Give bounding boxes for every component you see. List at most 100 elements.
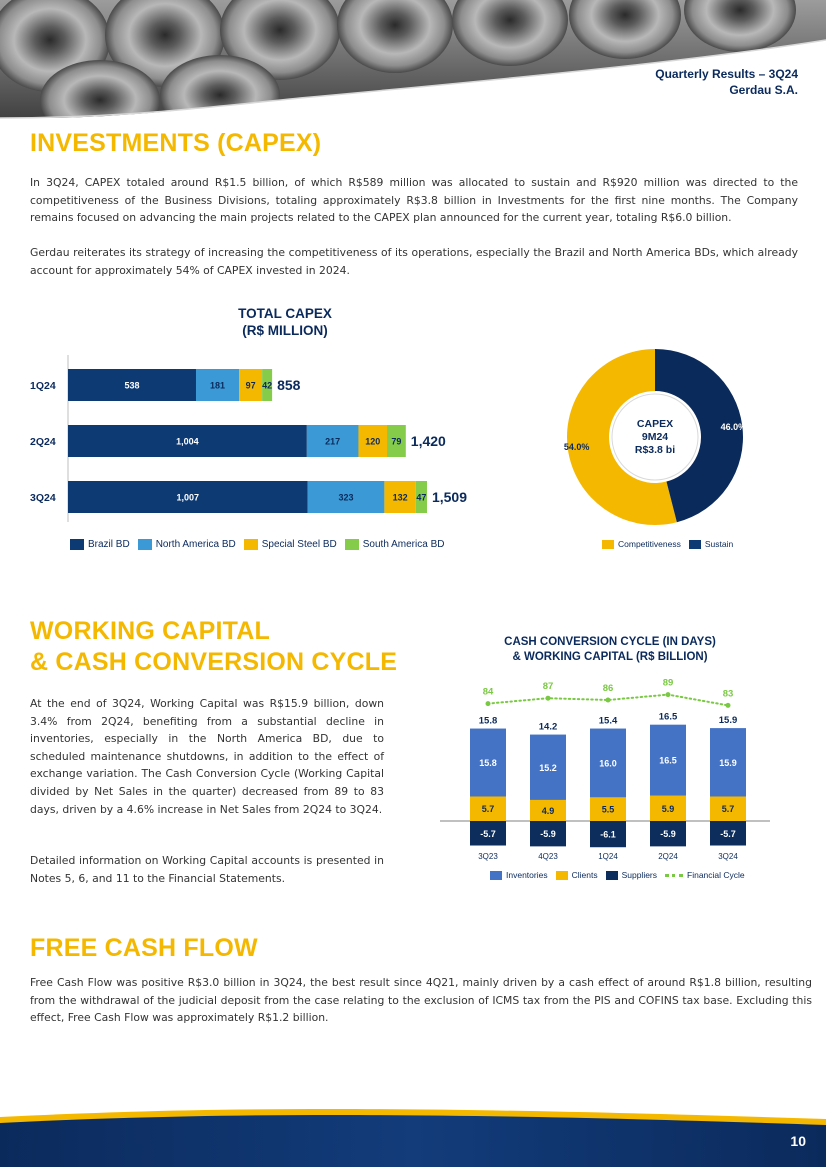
wc-total-label: 16.5 <box>659 712 678 723</box>
capex-bar-label: 97 <box>246 381 256 391</box>
working-capital-title: WORKING CAPITAL & CASH CONVERSION CYCLE <box>30 616 397 678</box>
total-capex-bar-chart: 1Q24 538 181 97 42 858 2Q24 1,004 217 120 79 1,420 3… <box>30 355 467 522</box>
working-capital-title-line-1: WORKING CAPITAL <box>30 617 271 645</box>
cash-conversion-cycle-chart: 5.7 15.8 -5.7 15.8 3Q23 84 4.9 15.2 -5.9 14.2 4Q23… <box>440 678 770 861</box>
working-capital-title-line-2: & CASH CONVERSION CYCLE <box>30 648 398 676</box>
wc-bar-clients-3q23 <box>470 796 506 821</box>
wc-total-label: 14.2 <box>539 722 558 733</box>
capex-bar-brazil-bd-3q24 <box>68 481 308 513</box>
capex-bar-south-america-bd-2q24 <box>387 425 406 457</box>
legend-item-financial-cycle: Financial Cycle <box>665 870 745 880</box>
capex-category-label: 2Q24 <box>30 436 56 448</box>
capex-bar-label: 181 <box>210 381 225 391</box>
working-capital-paragraph-2: Detailed information on Working Capital … <box>30 854 384 885</box>
wc-bar-label: -5.9 <box>660 829 676 839</box>
wc-bar-label: 5.5 <box>602 805 615 815</box>
report-period: Quarterly Results – 3Q24 <box>655 67 798 81</box>
financial-cycle-line <box>487 693 729 707</box>
capex-bar-label: 132 <box>393 493 408 503</box>
capex-bar-north-america-bd-2q24 <box>306 425 359 457</box>
company-name: Gerdau S.A. <box>729 83 798 97</box>
wc-category-label: 4Q23 <box>538 852 558 861</box>
cycle-point-label: 83 <box>723 688 734 699</box>
capex-bar-label: 217 <box>325 437 340 447</box>
wc-total-label: 15.9 <box>719 715 738 726</box>
wc-bar-clients-3q24 <box>710 796 746 821</box>
capex-bar-label: 1,007 <box>177 493 200 503</box>
investments-paragraph-1: In 3Q24, CAPEX totaled around R$1.5 bill… <box>30 176 798 225</box>
wc-bar-inventories-3q24 <box>710 728 746 797</box>
wc-bar-label: 15.2 <box>539 763 557 773</box>
wc-bar-label: 15.8 <box>479 758 497 768</box>
capex-bar-brazil-bd-2q24 <box>68 425 307 457</box>
capex-bar-label: 538 <box>124 381 139 391</box>
legend-item-inventories: Inventories <box>490 870 548 880</box>
donut-center-text: CAPEX <box>637 418 673 430</box>
cycle-point-label: 86 <box>603 683 614 694</box>
capex-chart-title-line-1: TOTAL CAPEX <box>238 306 332 321</box>
wc-bar-label: 16.5 <box>659 756 677 766</box>
legend-item-south-america-bd: South America BD <box>344 539 444 550</box>
capex-total-label: 1,420 <box>411 433 446 449</box>
cycle-point-label: 89 <box>663 678 674 689</box>
wc-legend: Inventories Clients Suppliers Financial … <box>490 870 753 880</box>
wc-bar-label: -5.9 <box>540 829 556 839</box>
wc-bar-clients-2q24 <box>650 795 686 821</box>
wc-category-label: 2Q24 <box>658 852 678 861</box>
wc-bar-clients-1q24 <box>590 797 626 821</box>
wc-bar-label: -6.1 <box>600 830 616 840</box>
capex-total-label: 858 <box>277 377 301 393</box>
wc-bar-suppliers-4q23 <box>530 821 566 847</box>
donut-slice-label: 46.0% <box>721 422 747 432</box>
capex-category-label: 3Q24 <box>30 492 56 504</box>
wc-bar-inventories-2q24 <box>650 724 686 796</box>
wc-bar-label: 16.0 <box>599 758 617 768</box>
capex-bar-special-steel-bd-3q24 <box>384 481 416 513</box>
donut-center <box>611 393 699 481</box>
wc-bar-label: 15.9 <box>719 758 737 768</box>
donut-slice-competitiveness <box>567 349 677 525</box>
wc-bar-label: -5.7 <box>720 829 736 839</box>
capex-bar-label: 42 <box>262 381 272 391</box>
donut-legend: Competitiveness Sustain <box>602 539 741 549</box>
capex-bar-label: 1,004 <box>176 437 199 447</box>
free-cash-flow-paragraph: Free Cash Flow was positive R$3.0 billio… <box>30 976 812 1025</box>
header-steel-coils-image <box>0 0 826 119</box>
working-capital-paragraph-1: At the end of 3Q24, Working Capital was … <box>30 697 384 816</box>
capex-category-label: 1Q24 <box>30 380 56 392</box>
wc-chart-title: CASH CONVERSION CYCLE (IN DAYS) & WORKIN… <box>460 635 760 665</box>
donut-slice-sustain <box>655 349 744 523</box>
capex-bar-label: 47 <box>416 493 426 503</box>
legend-item-suppliers: Suppliers <box>605 870 657 880</box>
wc-chart-title-line-2: & WORKING CAPITAL (R$ BILLION) <box>512 651 708 663</box>
capex-total-label: 1,509 <box>432 489 467 505</box>
capex-legend: Brazil BD North America BD Special Steel… <box>70 539 452 550</box>
document-header: Quarterly Results – 3Q24 Gerdau S.A. <box>655 66 798 98</box>
legend-item-brazil-bd: Brazil BD <box>70 539 130 550</box>
cycle-point <box>605 697 611 703</box>
wc-bar-label: 4.9 <box>542 806 555 816</box>
donut-slice-label: 54.0% <box>564 442 590 452</box>
legend-item-clients: Clients <box>555 870 598 880</box>
donut-center-text: 9M24 <box>642 431 668 443</box>
cycle-point <box>725 702 731 708</box>
investments-title: INVESTMENTS (CAPEX) <box>30 129 322 157</box>
capex-bar-south-america-bd-3q24 <box>415 481 427 513</box>
wc-bar-label: 5.9 <box>662 804 675 814</box>
wc-bar-clients-4q23 <box>530 799 566 821</box>
legend-item-sustain: Sustain <box>688 539 733 549</box>
capex-bar-special-steel-bd-1q24 <box>239 369 263 401</box>
wc-bar-inventories-1q24 <box>590 728 626 798</box>
wc-bar-inventories-3q23 <box>470 728 506 797</box>
legend-item-north-america-bd: North America BD <box>137 539 236 550</box>
capex-bar-north-america-bd-1q24 <box>195 369 240 401</box>
wc-bar-label: 5.7 <box>482 804 495 814</box>
capex-bar-north-america-bd-3q24 <box>307 481 385 513</box>
wc-category-label: 3Q23 <box>478 852 498 861</box>
capex-bar-south-america-bd-1q24 <box>262 369 273 401</box>
wc-bar-suppliers-3q23 <box>470 821 506 846</box>
capex-bar-special-steel-bd-2q24 <box>358 425 388 457</box>
legend-item-special-steel-bd: Special Steel BD <box>243 539 337 550</box>
cycle-point-label: 87 <box>543 681 554 692</box>
wc-bar-suppliers-3q24 <box>710 821 746 846</box>
